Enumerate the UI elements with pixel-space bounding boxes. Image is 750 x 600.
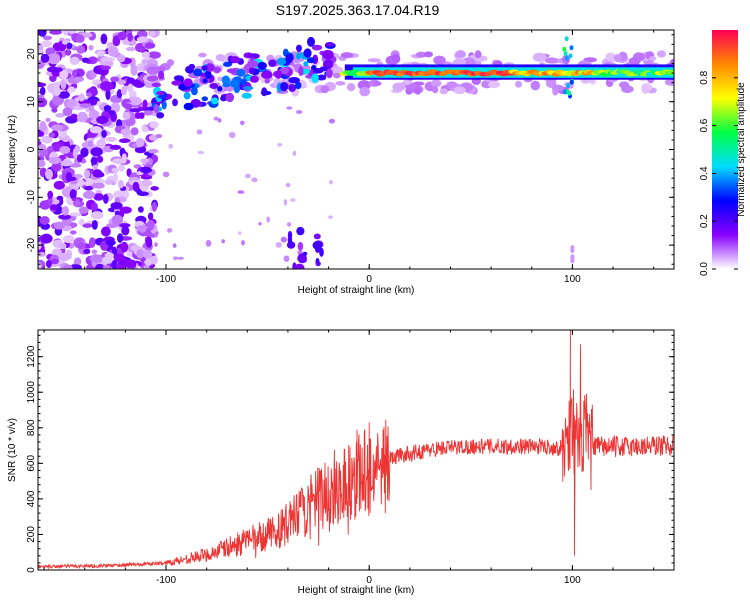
x-tick-label: -100 — [156, 575, 176, 586]
y-tick-label: -10 — [26, 190, 37, 205]
y-tick-label: 20 — [26, 48, 37, 60]
spectrogram-heatmap — [38, 30, 674, 269]
colorbar-gradient — [712, 30, 738, 269]
y-tick-label: 800 — [26, 419, 37, 436]
y-tick-label: 400 — [26, 490, 37, 507]
colorbar-label: Normalized spectral amplitude — [736, 82, 747, 217]
colorbar-tick-label: 0.4 — [699, 166, 710, 180]
snr-x-axis-label: Height of straight line (km) — [298, 585, 415, 596]
colorbar-ticks: 0.0 0.2 0.4 0.6 0.8 — [699, 70, 738, 276]
x-tick-label: -100 — [156, 274, 176, 285]
colorbar-tick-label: 0.8 — [699, 70, 710, 84]
chart-title: S197.2025.363.17.04.R19 — [275, 2, 440, 18]
colorbar-tick-label: 0.2 — [699, 214, 710, 228]
snr-frame — [37, 329, 675, 571]
snr-panel: -100 0 100 0 200 400 600 800 1000 1200 Height of… — [7, 329, 675, 596]
y-tick-label: 1200 — [26, 345, 37, 368]
spectrogram-x-ticks: -100 0 100 — [43, 30, 655, 285]
y-tick-label: 0 — [26, 146, 37, 152]
y-tick-label: -20 — [26, 237, 37, 252]
spectrogram-x-axis-label: Height of straight line (km) — [298, 285, 415, 296]
x-tick-label: 0 — [366, 575, 372, 586]
colorbar-tick-label: 0.6 — [699, 118, 710, 132]
y-tick-label: 200 — [26, 526, 37, 543]
snr-series-line — [38, 330, 674, 570]
y-tick-label: 10 — [26, 96, 37, 108]
x-tick-label: 0 — [366, 274, 372, 285]
snr-y-ticks: 0 200 400 600 800 1000 1200 — [26, 334, 674, 573]
snr-y-axis-label: SNR (10 * v/v) — [7, 418, 18, 482]
y-tick-label: 1000 — [26, 381, 37, 404]
x-tick-label: 100 — [564, 575, 581, 586]
colorbar-tick-label: 0.0 — [699, 262, 710, 276]
snr-x-ticks: -100 0 100 — [43, 330, 655, 586]
x-tick-label: 100 — [564, 274, 581, 285]
spectrogram-y-axis-label: Frequency (Hz) — [7, 115, 18, 184]
y-tick-label: 600 — [26, 455, 37, 472]
spectrogram-y-ticks: -20 -10 0 10 20 — [26, 34, 674, 265]
colorbar: 0.0 0.2 0.4 0.6 0.8 Normalized spectral ampl… — [699, 30, 747, 276]
y-tick-label: 0 — [26, 567, 37, 573]
